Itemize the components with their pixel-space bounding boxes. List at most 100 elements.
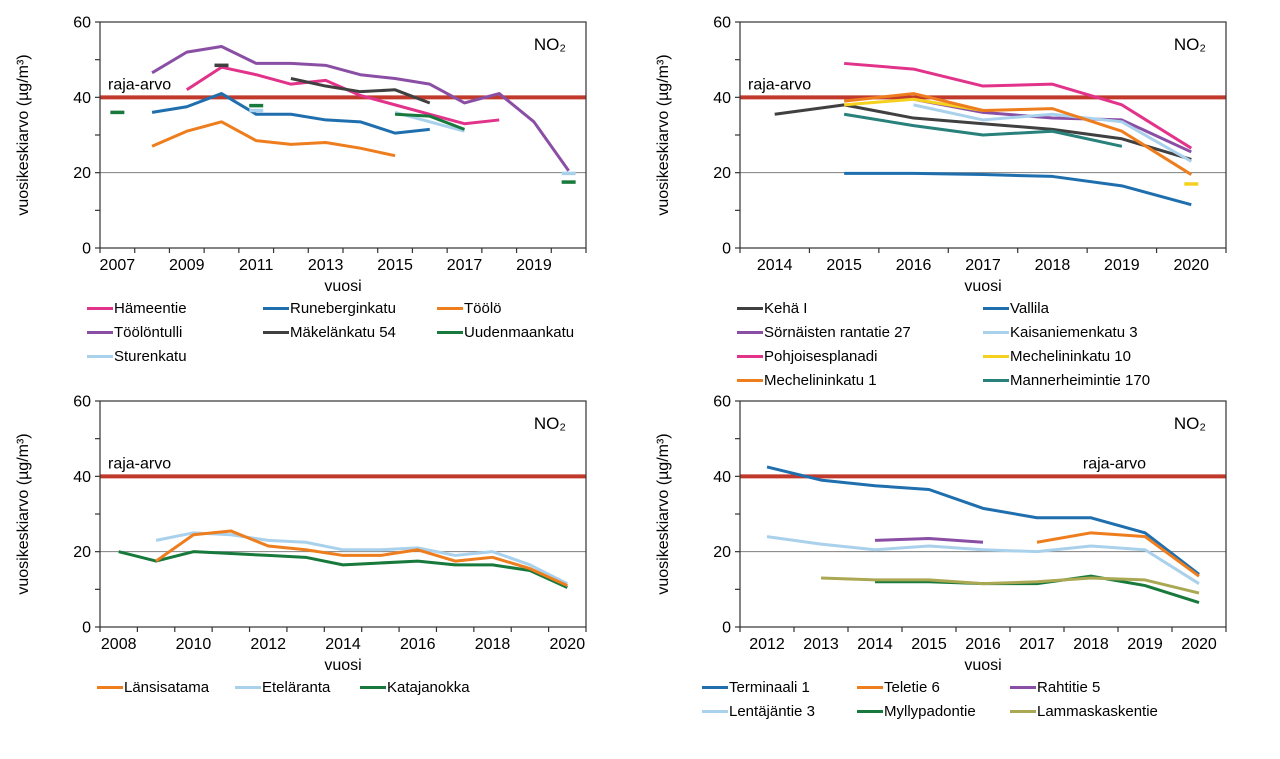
y-tick-label-20: 20 (713, 544, 731, 561)
legend-swatch-pohjoisesplanadi (737, 354, 763, 359)
series-line-myllypadontie (875, 574, 1200, 604)
legend-swatch-lammaskaskentie (1010, 709, 1036, 714)
series-line-mechelininkatu-1 (843, 92, 1193, 176)
legend-item-mechelininkatu-1: Mechelininkatu 1 (737, 370, 983, 391)
legend-item-lammaskaskentie: Lammaskaskentie (1010, 701, 1280, 722)
plot-border (99, 400, 587, 628)
x-tick-label-2012: 2012 (250, 636, 286, 653)
series-teletie-6 (1036, 531, 1200, 578)
legend-item-mannerheimintie-170: Mannerheimintie 170 (983, 370, 1280, 391)
x-tick-label-2018: 2018 (475, 636, 511, 653)
legend-swatch-kaisaniemenkatu-3 (983, 330, 1009, 335)
y-tick-label-40: 40 (713, 90, 731, 107)
legend-swatch-l-nsisatama (97, 685, 123, 690)
legend-item-pohjoisesplanadi: Pohjoisesplanadi (737, 346, 983, 367)
legend-item-katajanokka: Katajanokka (360, 677, 640, 698)
legend-label: Pohjoisesplanadi (764, 348, 878, 365)
legend-label: Mechelininkatu 1 (764, 372, 877, 389)
legend-top-left: Hämeentie Runeberginkatu Töölö Töölöntulli M… (0, 292, 640, 367)
chart-panel-bottom-right: 0 20 40 60 2012 2013 2014 2015 2016 2017 2018 2019 2… (640, 379, 1280, 759)
legend-swatch-lent-j-ntie-3 (702, 709, 728, 714)
y-tick-label-60: 60 (713, 15, 731, 32)
y-tick-label-40: 40 (73, 90, 91, 107)
legend-swatch-teletie-6 (857, 685, 883, 690)
series-line-keh-i (774, 103, 1192, 161)
series-myllypadontie (875, 574, 1200, 604)
x-axis-title: vuosi (964, 278, 1001, 292)
legend-label: Teletie 6 (884, 679, 940, 696)
series-kaisaniemenkatu-3 (913, 103, 1193, 163)
legend-label: Lammaskaskentie (1037, 703, 1158, 720)
gas-label: NO₂ (534, 35, 566, 54)
series-line-mannerheimintie-170 (843, 112, 1123, 148)
series-line-t-l-ntulli (151, 44, 570, 172)
legend-item-m-kel-nkatu-54: Mäkelänkatu 54 (263, 322, 437, 343)
x-tick-label-2008: 2008 (101, 636, 137, 653)
legend-label: Lentäjäntie 3 (729, 703, 815, 720)
legend-label: Töölöntulli (114, 324, 183, 341)
legend-item-runeberginkatu: Runeberginkatu (263, 298, 437, 319)
legend-swatch-mechelininkatu-10 (983, 354, 1009, 359)
limit-label: raja-arvo (108, 455, 171, 472)
x-tick-label-2007: 2007 (100, 257, 136, 274)
legend-swatch-h-meentie (87, 306, 113, 311)
legend-item-s-rn-isten-rantatie-27: Sörnäisten rantatie 27 (737, 322, 983, 343)
legend-swatch-mannerheimintie-170 (983, 378, 1009, 383)
x-tick-label-2020: 2020 (550, 636, 586, 653)
series-line-l-nsisatama (155, 529, 568, 587)
legend-label: Vallila (1010, 300, 1049, 317)
series-line-lent-j-ntie-3 (766, 535, 1200, 585)
y-tick-label-60: 60 (73, 15, 91, 32)
legend-item-t-l: Töölö (437, 298, 640, 319)
x-tick-label-2011: 2011 (239, 257, 274, 274)
legend-swatch-etel-ranta (235, 685, 261, 690)
legend-item-terminaali-1: Terminaali 1 (702, 677, 857, 698)
y-tick-label-60: 60 (713, 394, 731, 411)
series-line-uudenmaankatu (394, 112, 466, 131)
series-terminaali-1 (766, 465, 1200, 576)
legend-item-uudenmaankatu: Uudenmaankatu (437, 322, 640, 343)
series-l-nsisatama (155, 529, 568, 587)
y-tick-label-20: 20 (73, 544, 91, 561)
legend-swatch-rahtitie-5 (1010, 685, 1036, 690)
x-tick-label-2016: 2016 (400, 636, 436, 653)
chart-panel-top-left: 0 20 40 60 2007 2009 2011 2013 2015 2017 2019 raja-… (0, 0, 640, 379)
x-tick-label-2019: 2019 (516, 257, 552, 274)
legend-swatch-keh-i (737, 306, 763, 311)
legend-bottom-left: Länsisatama Eteläranta Katajanokka (0, 671, 640, 698)
y-axis-title: vuosikeskiarvo (µg/m³) (655, 54, 672, 215)
series-mechelininkatu-1 (843, 92, 1193, 176)
y-tick-label-20: 20 (713, 165, 731, 182)
x-tick-label-2017: 2017 (965, 257, 1001, 274)
legend-swatch-runeberginkatu (263, 306, 289, 311)
legend-swatch-vallila (983, 306, 1009, 311)
x-tick-label-2016: 2016 (965, 636, 1001, 653)
plot-border (99, 21, 587, 249)
legend-item-rahtitie-5: Rahtitie 5 (1010, 677, 1280, 698)
series-line-rahtitie-5 (874, 536, 984, 544)
legend-label: Sturenkatu (114, 348, 187, 365)
legend-label: Töölö (464, 300, 502, 317)
legend-swatch-t-l (437, 306, 463, 311)
legend-swatch-terminaali-1 (702, 685, 728, 690)
y-tick-label-0: 0 (82, 620, 91, 637)
legend-swatch-myllypadontie (857, 709, 883, 714)
series-keh-i (774, 103, 1192, 161)
legend-label: Länsisatama (124, 679, 210, 696)
x-tick-label-2020: 2020 (1181, 636, 1217, 653)
legend-label: Runeberginkatu (290, 300, 396, 317)
legend-label: Kehä I (764, 300, 808, 317)
legend-swatch-mechelininkatu-1 (737, 378, 763, 383)
legend-swatch-sturenkatu (87, 354, 113, 359)
x-tick-label-2015: 2015 (377, 257, 413, 274)
x-tick-label-2015: 2015 (826, 257, 862, 274)
legend-label: Sörnäisten rantatie 27 (764, 324, 911, 341)
x-tick-label-2018: 2018 (1073, 636, 1109, 653)
y-tick-label-20: 20 (73, 165, 91, 182)
series-line-etel-ranta (155, 531, 568, 586)
series-mannerheimintie-170 (843, 112, 1123, 148)
y-axis-title: vuosikeskiarvo (µg/m³) (15, 433, 32, 594)
series-line-vallila (844, 171, 1192, 207)
series-m-kel-nkatu-54 (214, 63, 431, 105)
